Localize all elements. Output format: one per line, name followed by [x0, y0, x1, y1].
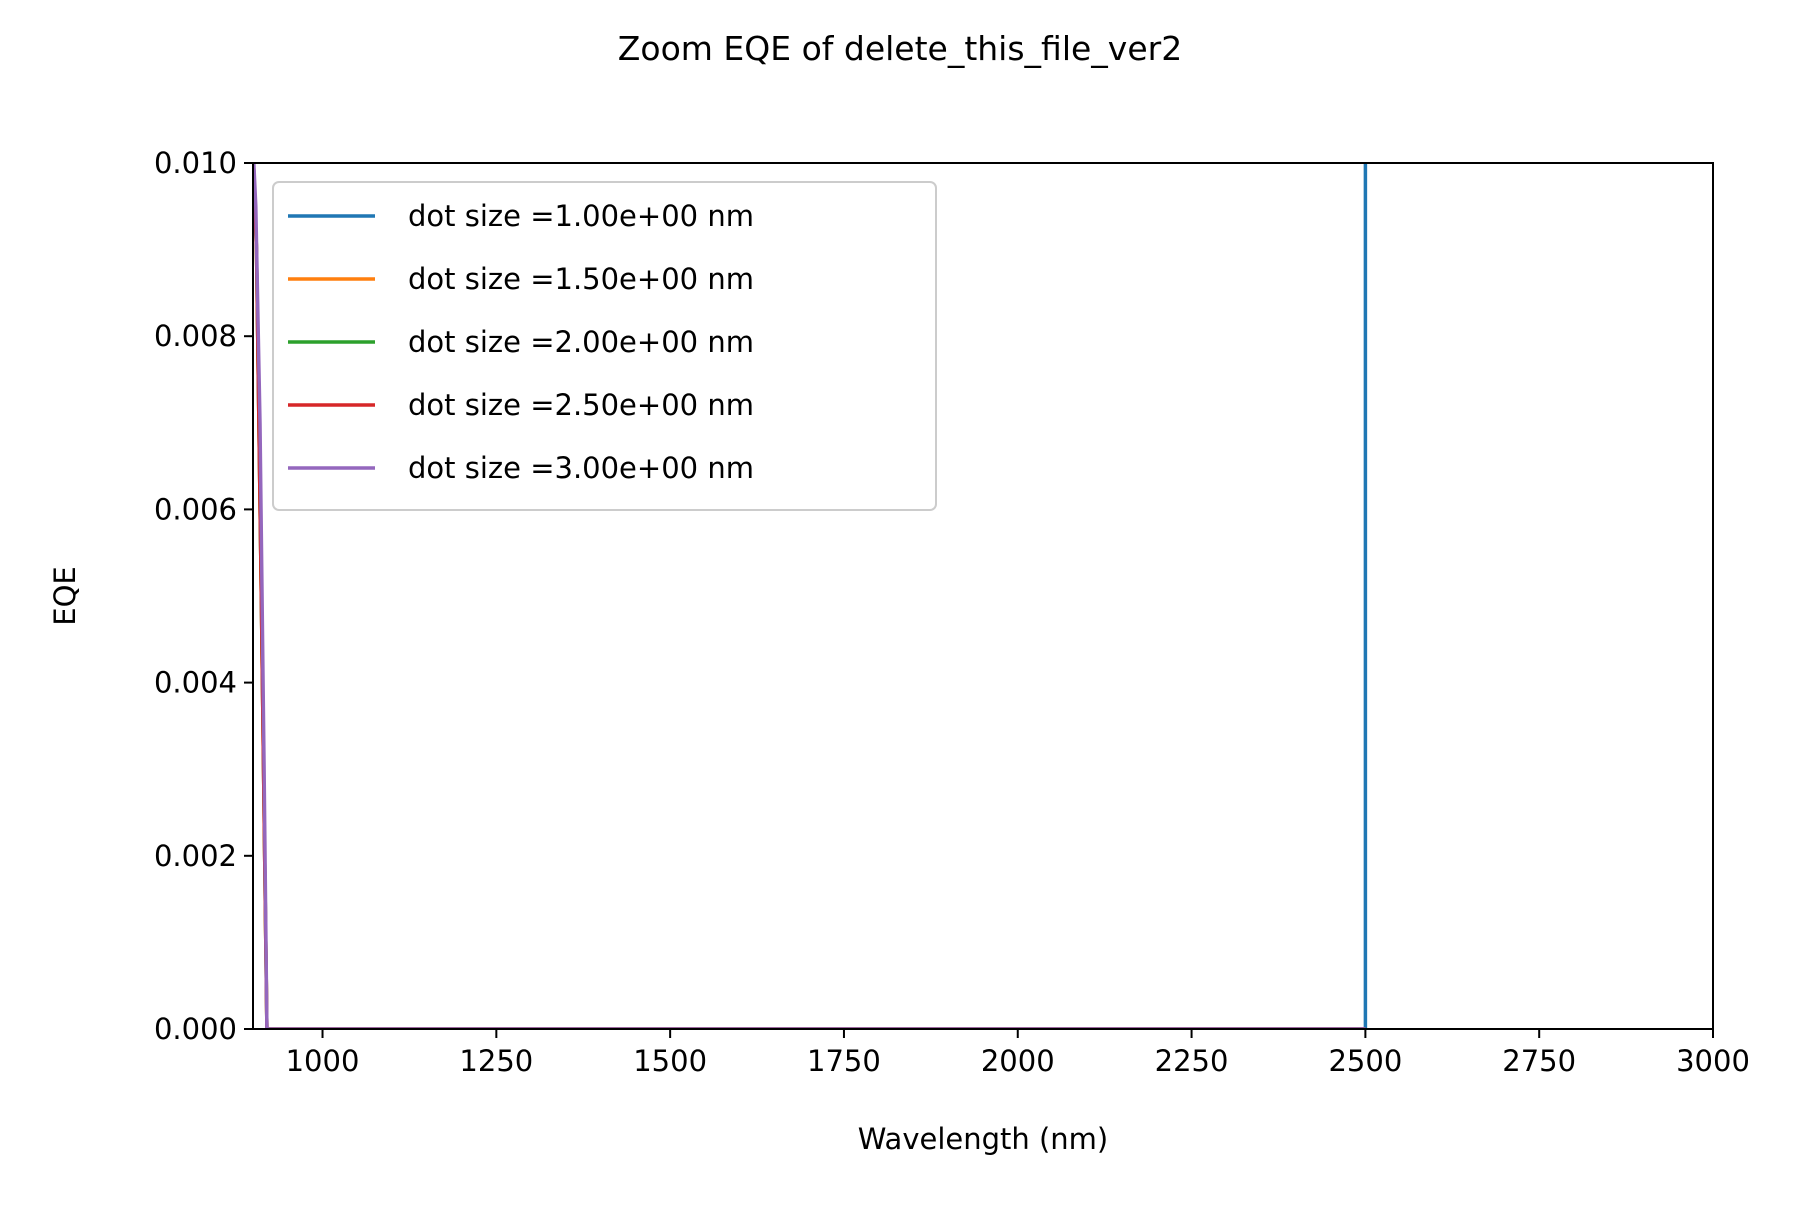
x-axis-ticks: 1000 1250 1500 1750 2000 2250 2500 2750 3000: [286, 1029, 1750, 1078]
legend: dot size =1.00e+00 nm dot size =1.50e+00 …: [272, 181, 937, 511]
x-tick-label: 3000: [1676, 1044, 1750, 1078]
x-tick-label: 2000: [981, 1044, 1055, 1078]
y-tick-label: 0.006: [154, 492, 237, 526]
plot-frame: [252, 162, 1714, 1030]
y-axis-label: EQE: [48, 566, 82, 625]
legend-box: [272, 181, 937, 511]
y-axis-ticks: 0.000 0.002 0.004 0.006 0.008 0.010: [154, 146, 253, 1046]
legend-label-4: dot size =2.50e+00 nm: [408, 388, 754, 422]
x-tick-label: 2250: [1155, 1044, 1229, 1078]
x-tick-label: 2500: [1328, 1044, 1402, 1078]
y-tick-label: 0.000: [154, 1012, 237, 1046]
series-line-5: [253, 163, 1366, 1029]
y-tick-label: 0.004: [154, 666, 237, 700]
legend-label-3: dot size =2.00e+00 nm: [408, 325, 754, 359]
y-tick-label: 0.010: [154, 146, 237, 180]
x-tick-label: 1250: [459, 1044, 533, 1078]
legend-items: dot size =1.00e+00 nm dot size =1.50e+00 …: [288, 199, 754, 485]
legend-label-5: dot size =3.00e+00 nm: [408, 451, 754, 485]
chart-title: Zoom EQE of delete_this_file_ver2: [618, 29, 1182, 68]
x-tick-label: 2750: [1502, 1044, 1576, 1078]
legend-label-2: dot size =1.50e+00 nm: [408, 262, 754, 296]
x-axis-label: Wavelength (nm): [858, 1122, 1109, 1156]
x-tick-label: 1000: [286, 1044, 360, 1078]
x-tick-label: 1500: [633, 1044, 707, 1078]
y-tick-label: 0.002: [154, 839, 237, 873]
legend-label-1: dot size =1.00e+00 nm: [408, 199, 754, 233]
y-tick-label: 0.008: [154, 319, 237, 353]
x-tick-label: 1750: [807, 1044, 881, 1078]
series-layer: [253, 163, 1368, 1029]
